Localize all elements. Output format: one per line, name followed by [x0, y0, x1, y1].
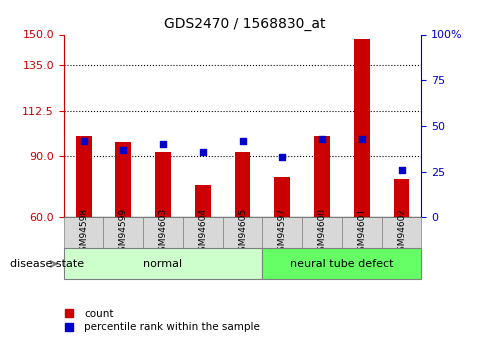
- Bar: [75, 136, 92, 217]
- Text: disease state: disease state: [10, 259, 84, 269]
- Bar: [314, 136, 330, 217]
- FancyBboxPatch shape: [342, 217, 382, 248]
- Text: GDS2470 / 1568830_at: GDS2470 / 1568830_at: [164, 17, 326, 31]
- FancyBboxPatch shape: [382, 217, 421, 248]
- Text: GSM94600: GSM94600: [318, 208, 326, 257]
- FancyBboxPatch shape: [222, 217, 263, 248]
- Point: [159, 141, 167, 147]
- Point: [199, 149, 207, 154]
- Point: [397, 167, 405, 172]
- FancyBboxPatch shape: [183, 217, 222, 248]
- Legend: count, percentile rank within the sample: count, percentile rank within the sample: [54, 305, 265, 336]
- Text: GSM94597: GSM94597: [278, 208, 287, 257]
- Text: GSM94598: GSM94598: [79, 208, 88, 257]
- Point: [239, 138, 246, 143]
- Text: GSM94601: GSM94601: [357, 208, 367, 257]
- Bar: [235, 152, 250, 217]
- FancyBboxPatch shape: [103, 217, 143, 248]
- FancyBboxPatch shape: [64, 217, 103, 248]
- Text: normal: normal: [144, 259, 183, 269]
- Bar: [393, 179, 410, 217]
- Bar: [155, 152, 171, 217]
- Text: GSM94602: GSM94602: [397, 208, 406, 257]
- Bar: [195, 185, 211, 217]
- Point: [80, 138, 88, 143]
- FancyBboxPatch shape: [64, 248, 263, 279]
- FancyBboxPatch shape: [263, 217, 302, 248]
- Bar: [274, 177, 290, 217]
- Point: [318, 136, 326, 141]
- FancyBboxPatch shape: [302, 217, 342, 248]
- Text: neural tube defect: neural tube defect: [290, 259, 393, 269]
- Bar: [354, 39, 370, 217]
- Bar: [115, 142, 131, 217]
- Text: GSM94599: GSM94599: [119, 208, 128, 257]
- FancyBboxPatch shape: [263, 248, 421, 279]
- Point: [278, 154, 286, 160]
- Text: GSM94604: GSM94604: [198, 208, 207, 257]
- Point: [120, 147, 127, 152]
- Text: GSM94603: GSM94603: [159, 208, 168, 257]
- Point: [358, 136, 366, 141]
- FancyBboxPatch shape: [143, 217, 183, 248]
- Text: GSM94605: GSM94605: [238, 208, 247, 257]
